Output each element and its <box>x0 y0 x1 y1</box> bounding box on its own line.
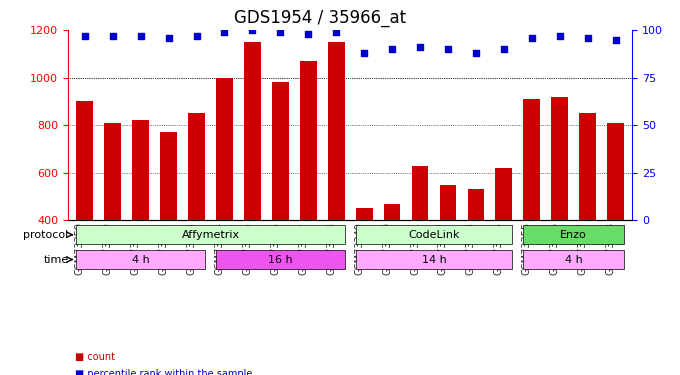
Bar <box>607 123 624 316</box>
Bar <box>551 97 568 316</box>
Bar <box>188 113 205 316</box>
FancyBboxPatch shape <box>76 225 345 244</box>
Point <box>275 29 286 35</box>
Point <box>415 44 426 50</box>
FancyBboxPatch shape <box>356 225 512 244</box>
Bar <box>76 101 93 316</box>
Point <box>191 33 202 39</box>
Bar <box>579 113 596 316</box>
FancyBboxPatch shape <box>524 225 624 244</box>
Text: 14 h: 14 h <box>422 255 446 264</box>
Point <box>387 46 398 52</box>
Text: 4 h: 4 h <box>132 255 150 264</box>
Text: 4 h: 4 h <box>565 255 583 264</box>
Bar <box>384 204 401 316</box>
Text: ■ percentile rank within the sample: ■ percentile rank within the sample <box>75 369 252 375</box>
Point <box>135 33 146 39</box>
FancyBboxPatch shape <box>524 250 624 269</box>
Bar <box>216 78 233 316</box>
Point <box>526 34 537 40</box>
Point <box>582 34 593 40</box>
Point <box>80 33 90 39</box>
Text: 16 h: 16 h <box>268 255 292 264</box>
Point <box>443 46 454 52</box>
Text: protocol: protocol <box>23 230 69 240</box>
Point <box>107 33 118 39</box>
Point <box>163 34 174 40</box>
Bar <box>328 42 345 316</box>
Text: Enzo: Enzo <box>560 230 587 240</box>
Point <box>359 50 370 56</box>
Point <box>303 31 313 37</box>
FancyBboxPatch shape <box>216 250 345 269</box>
Bar <box>524 99 540 316</box>
Text: ■ count: ■ count <box>75 352 115 362</box>
Bar <box>104 123 121 316</box>
Point <box>498 46 509 52</box>
Bar <box>160 132 177 316</box>
Bar <box>439 184 456 316</box>
Point <box>219 29 230 35</box>
Point <box>471 50 481 56</box>
Text: GDS1954 / 35966_at: GDS1954 / 35966_at <box>233 9 406 27</box>
Bar <box>356 209 373 316</box>
Point <box>554 33 565 39</box>
Point <box>610 36 621 42</box>
Bar <box>411 166 428 316</box>
Bar <box>133 120 149 316</box>
Bar <box>244 42 261 316</box>
FancyBboxPatch shape <box>356 250 512 269</box>
FancyBboxPatch shape <box>76 250 205 269</box>
Text: CodeLink: CodeLink <box>408 230 460 240</box>
Point <box>330 29 341 35</box>
Text: Affymetrix: Affymetrix <box>182 230 239 240</box>
Bar <box>468 189 484 316</box>
Bar <box>272 82 289 316</box>
Bar <box>496 168 512 316</box>
Bar <box>300 61 317 316</box>
Point <box>247 27 258 33</box>
Text: time: time <box>44 255 69 264</box>
